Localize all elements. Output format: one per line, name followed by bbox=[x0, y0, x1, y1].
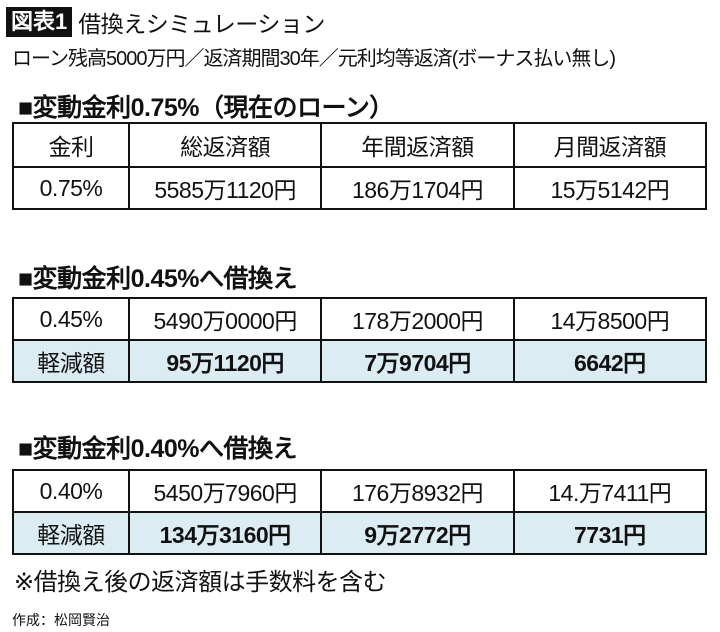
cell: 0.40% bbox=[12, 469, 130, 513]
cell: 178万2000円 bbox=[320, 297, 515, 341]
reduction-label: 軽減額 bbox=[12, 511, 130, 555]
table-header-row: 金利 総返済額 年間返済額 月間返済額 bbox=[12, 122, 708, 168]
figure-label: 図表1 bbox=[6, 7, 73, 37]
cell: 6642円 bbox=[512, 339, 708, 383]
cell: 14.万7411円 bbox=[512, 469, 708, 513]
cell: 9万2772円 bbox=[320, 511, 515, 555]
table-current-loan: 金利 総返済額 年間返済額 月間返済額 0.75% 5585万1120円 186… bbox=[12, 122, 708, 210]
table-refinance-045: 0.45% 5490万0000円 178万2000円 14万8500円 軽減額 … bbox=[12, 297, 708, 383]
cell: 134万3160円 bbox=[127, 511, 323, 555]
cell: 0.75% bbox=[12, 166, 130, 210]
cell: 7731円 bbox=[512, 511, 708, 555]
reduction-label: 軽減額 bbox=[12, 339, 130, 383]
cell: 176万8932円 bbox=[320, 469, 515, 513]
cell: 14万8500円 bbox=[512, 297, 708, 341]
reduction-row: 軽減額 134万3160円 9万2772円 7731円 bbox=[12, 511, 708, 555]
cell: 186万1704円 bbox=[320, 166, 515, 210]
cell: 7万9704円 bbox=[320, 339, 515, 383]
cell: 5585万1120円 bbox=[127, 166, 323, 210]
table-refinance-040: 0.40% 5450万7960円 176万8932円 14.万7411円 軽減額… bbox=[12, 469, 708, 555]
table-row: 0.45% 5490万0000円 178万2000円 14万8500円 bbox=[12, 297, 708, 341]
figure-title: 借換えシミュレーション bbox=[78, 11, 325, 37]
cell: 5450万7960円 bbox=[127, 469, 323, 513]
reduction-row: 軽減額 95万1120円 7万9704円 6642円 bbox=[12, 339, 708, 383]
header-cell: 総返済額 bbox=[127, 122, 323, 168]
header-cell: 年間返済額 bbox=[320, 122, 515, 168]
section-title-040: ■変動金利0.40%へ借換え bbox=[18, 435, 298, 463]
table-row: 0.40% 5450万7960円 176万8932円 14.万7411円 bbox=[12, 469, 708, 513]
cell: 95万1120円 bbox=[127, 339, 323, 383]
cell: 15万5142円 bbox=[512, 166, 708, 210]
section-title-current: ■変動金利0.75%（現在のローン） bbox=[18, 94, 394, 122]
figure-header: 図表1 借換えシミュレーション bbox=[6, 6, 325, 38]
cell: 0.45% bbox=[12, 297, 130, 341]
header-cell: 金利 bbox=[12, 122, 130, 168]
subtitle: ローン残高5000万円／返済期間30年／元利均等返済(ボーナス払い無し) bbox=[12, 48, 616, 70]
header-cell: 月間返済額 bbox=[512, 122, 708, 168]
section-title-045: ■変動金利0.45%へ借換え bbox=[18, 265, 298, 293]
credit: 作成：松岡賢治 bbox=[12, 612, 110, 628]
table-row: 0.75% 5585万1120円 186万1704円 15万5142円 bbox=[12, 166, 708, 210]
cell: 5490万0000円 bbox=[127, 297, 323, 341]
footnote: ※借換え後の返済額は手数料を含む bbox=[14, 569, 387, 596]
